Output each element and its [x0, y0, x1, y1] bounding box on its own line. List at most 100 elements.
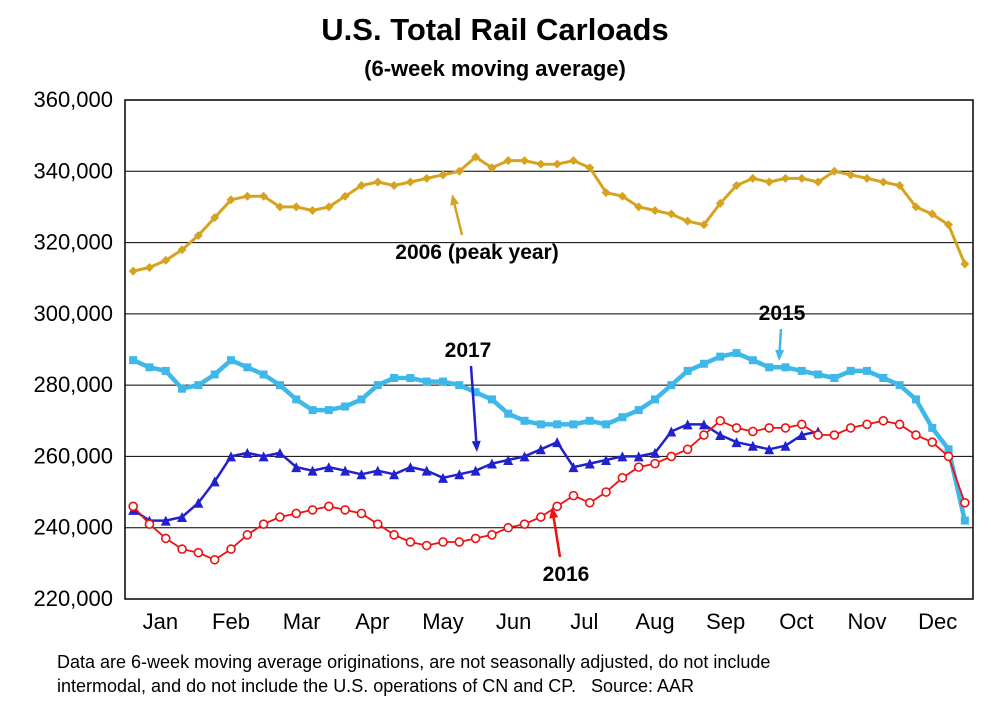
marker-open-circle	[372, 519, 383, 529]
marker-square	[439, 377, 447, 386]
marker-open-circle	[764, 423, 774, 433]
marker-square	[667, 381, 676, 390]
x-axis-label: Oct	[779, 609, 813, 634]
marker-open-circle	[862, 419, 872, 430]
marker-open-circle	[748, 426, 758, 437]
marker-diamond	[275, 202, 285, 212]
marker-triangle	[291, 462, 302, 473]
marker-square	[960, 516, 969, 525]
marker-triangle	[323, 462, 334, 473]
annotation-label: 2017	[445, 339, 492, 362]
marker-diamond	[829, 166, 839, 176]
marker-triangle	[356, 469, 367, 480]
marker-diamond	[226, 195, 236, 205]
marker-triangle	[519, 451, 530, 462]
marker-open-circle	[421, 540, 432, 551]
marker-square	[341, 402, 350, 411]
marker-triangle	[747, 440, 758, 451]
marker-triangle	[160, 515, 171, 526]
marker-diamond	[960, 259, 970, 269]
marker-open-circle	[454, 537, 465, 547]
marker-diamond	[732, 181, 742, 191]
marker-square	[161, 366, 170, 375]
x-axis-label: Jan	[143, 609, 178, 634]
marker-square	[390, 374, 399, 383]
y-axis-label: 220,000	[33, 586, 113, 611]
marker-triangle	[633, 451, 644, 462]
series-2015	[129, 349, 969, 525]
marker-open-circle	[813, 430, 823, 440]
y-axis-label: 340,000	[33, 158, 113, 183]
marker-open-circle	[650, 458, 660, 469]
marker-square	[373, 381, 382, 390]
marker-diamond	[128, 266, 138, 276]
marker-square	[553, 420, 562, 429]
marker-square	[227, 356, 235, 365]
marker-open-circle	[845, 423, 856, 433]
marker-square	[781, 363, 790, 372]
marker-open-circle	[894, 419, 905, 430]
marker-open-circle	[405, 537, 416, 547]
marker-diamond	[242, 191, 252, 201]
marker-diamond	[438, 170, 448, 180]
marker-open-circle	[943, 451, 954, 462]
marker-triangle	[438, 472, 448, 483]
marker-open-circle	[128, 501, 138, 512]
footnote-line-1: Data are 6-week moving average originati…	[57, 652, 770, 672]
marker-diamond	[715, 198, 725, 208]
x-axis-label: Jul	[570, 609, 598, 634]
annotation-arrow-head	[471, 440, 481, 452]
marker-diamond	[308, 205, 318, 215]
marker-diamond	[895, 181, 905, 191]
marker-diamond	[536, 159, 546, 169]
marker-diamond	[259, 191, 269, 201]
series-2006-peak-year-	[128, 152, 970, 276]
marker-triangle	[209, 476, 220, 487]
marker-open-circle	[209, 554, 220, 565]
marker-open-circle	[275, 512, 285, 522]
marker-square	[602, 420, 611, 429]
marker-square	[814, 370, 823, 379]
marker-diamond	[471, 152, 481, 162]
y-axis-label: 260,000	[33, 443, 113, 468]
marker-open-circle	[829, 430, 840, 440]
marker-square	[178, 384, 187, 393]
x-axis-label: Jun	[496, 609, 531, 634]
marker-open-circle	[470, 533, 481, 544]
marker-open-circle	[258, 519, 269, 529]
marker-triangle	[666, 426, 677, 437]
marker-triangle	[764, 444, 775, 455]
marker-diamond	[878, 177, 888, 187]
marker-square	[504, 409, 513, 418]
annotation-arrow-shaft	[778, 328, 783, 351]
footnote-line-2: intermodal, and do not include the U.S. …	[57, 676, 694, 696]
marker-open-circle	[340, 505, 350, 515]
marker-open-circle	[487, 530, 497, 540]
marker-square	[699, 359, 708, 368]
marker-triangle	[584, 458, 595, 469]
marker-square	[406, 374, 415, 383]
marker-diamond	[520, 156, 530, 166]
marker-triangle	[405, 462, 416, 473]
marker-open-circle	[160, 533, 171, 544]
marker-square	[357, 395, 366, 404]
marker-square	[683, 366, 692, 375]
marker-diamond	[764, 177, 774, 187]
marker-triangle	[731, 437, 742, 448]
marker-square	[487, 395, 496, 404]
annotation-arrow-shaft	[469, 365, 478, 442]
y-axis-label: 240,000	[33, 515, 113, 540]
annotation-label: 2006 (peak year)	[395, 241, 558, 264]
marker-square	[569, 420, 578, 429]
marker-triangle	[552, 437, 563, 448]
marker-square	[275, 381, 284, 390]
marker-diamond	[177, 245, 187, 255]
marker-diamond	[389, 181, 399, 191]
marker-diamond	[617, 191, 627, 201]
marker-open-circle	[242, 530, 253, 540]
marker-diamond	[487, 163, 497, 173]
marker-open-circle	[536, 512, 546, 522]
marker-square	[455, 381, 464, 390]
plot-area: 220,000 240,000 260,000 280,000 300,000 320,0…	[33, 87, 974, 634]
marker-open-circle	[633, 462, 644, 472]
